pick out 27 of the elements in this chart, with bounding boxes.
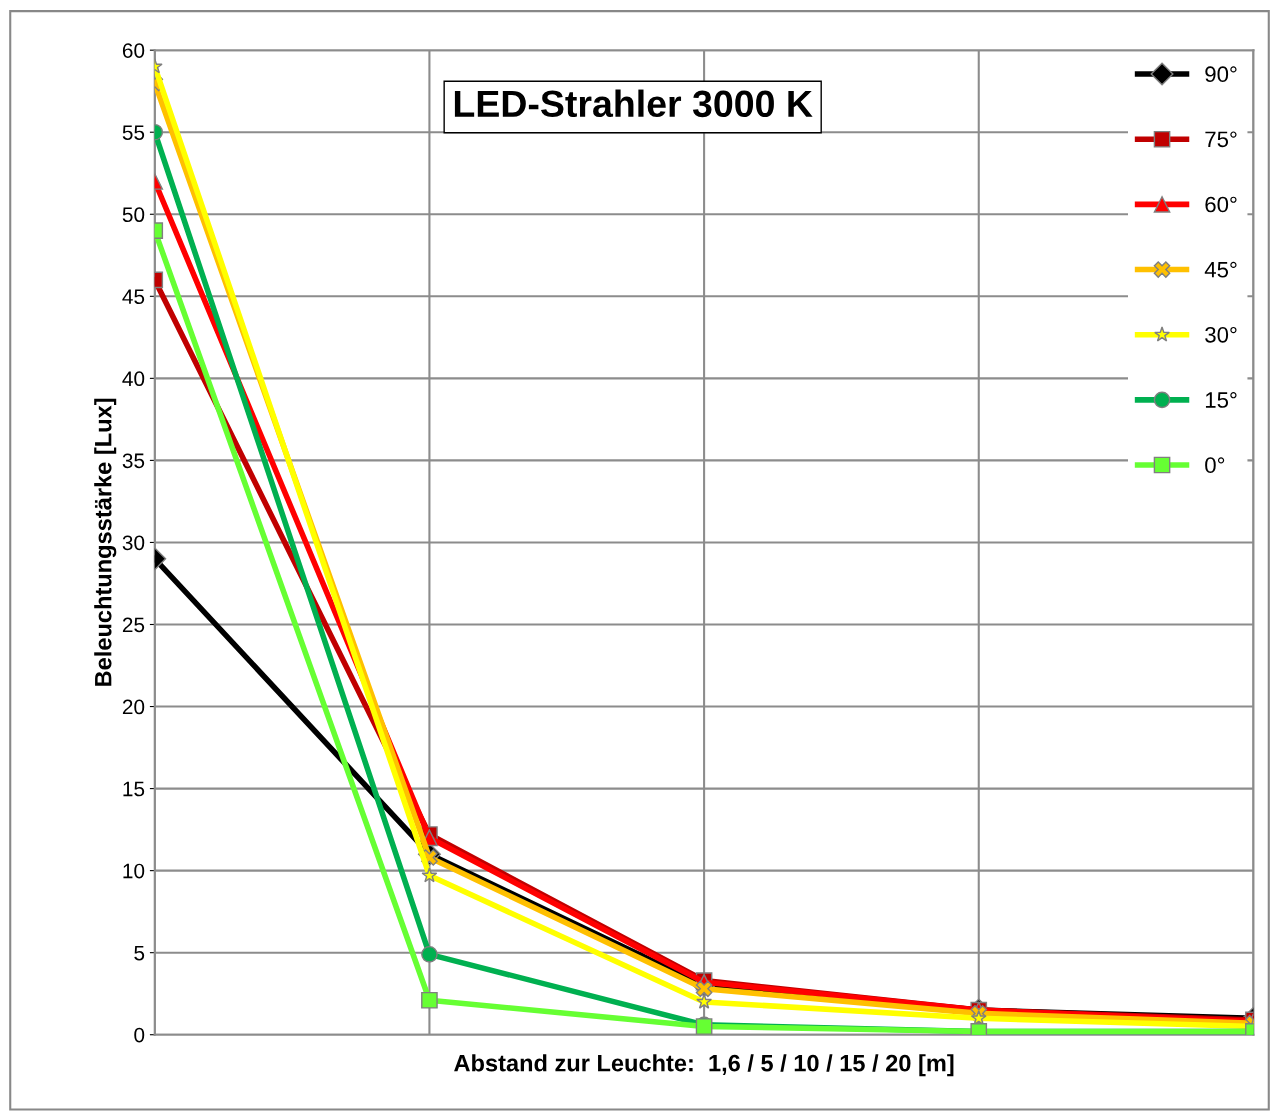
y-tick-label: 20: [122, 699, 145, 715]
legend-label: 75°: [1205, 131, 1237, 148]
point: [696, 993, 713, 1009]
y-tick-label: 10: [123, 863, 145, 879]
y-tick-label: 15: [123, 781, 145, 797]
legend-label: 0°: [1205, 457, 1225, 474]
legend-label: 15°: [1205, 392, 1237, 408]
text: LED-Strahler 3000 K: [454, 89, 813, 118]
x-axis-title: Abstand zur Leuchte: 1,6 / 5 / 10 / 15 / 20 [m]: [454, 1054, 954, 1077]
y-tick-label: 45: [122, 289, 145, 305]
point: [421, 991, 438, 1009]
legend-label: 45°: [1204, 261, 1237, 278]
legend-label: 30°: [1205, 326, 1237, 343]
legend-label: 90°: [1205, 66, 1237, 83]
legend-label: 60°: [1205, 196, 1237, 213]
y-tick-label: 50: [122, 207, 145, 223]
y-tick-label: 60: [122, 43, 145, 58]
point: [695, 980, 713, 998]
y-axis-title: Beleuchtungsstärke [Lux]: [94, 398, 117, 686]
y-tick-label: 0: [134, 1027, 145, 1043]
point: [421, 867, 438, 883]
y-tick-label: 40: [122, 371, 145, 387]
y-tick-label: 35: [122, 453, 145, 469]
y-tick-label: 55: [122, 125, 145, 140]
y-tick-label: 30: [122, 535, 145, 551]
y-tick-label: 25: [122, 617, 145, 633]
y-tick-label: 5: [134, 945, 145, 961]
